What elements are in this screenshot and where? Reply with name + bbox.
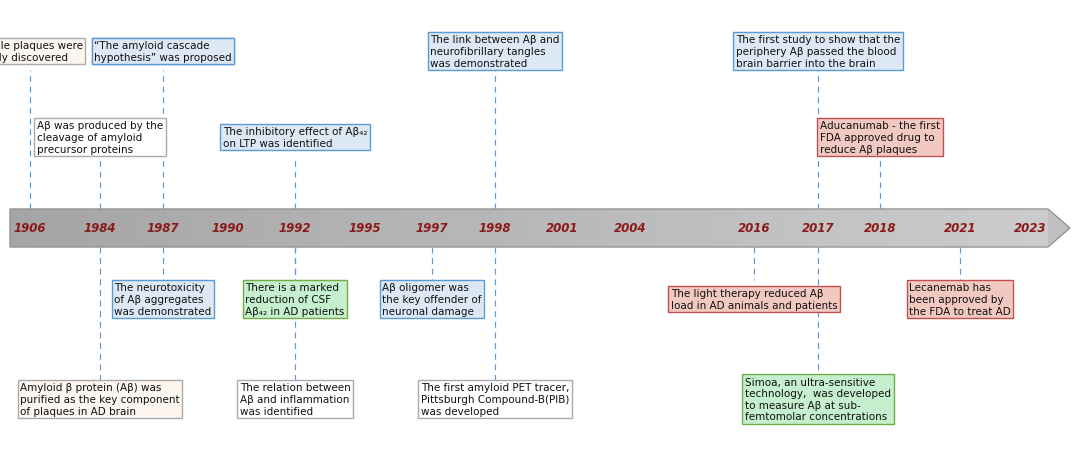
Text: Simoa, an ultra-sensitive
technology,  was developed
to measure Aβ at sub-
femto: Simoa, an ultra-sensitive technology, wa… <box>745 377 891 421</box>
Text: There is a marked
reduction of CSF
Aβ₄₂ in AD patients: There is a marked reduction of CSF Aβ₄₂ … <box>245 283 345 316</box>
Polygon shape <box>944 210 970 247</box>
Text: 2016: 2016 <box>738 222 770 235</box>
Polygon shape <box>217 210 244 247</box>
Polygon shape <box>10 210 36 247</box>
Text: The relation between
Aβ and inflammation
was identified: The relation between Aβ and inflammation… <box>240 382 350 416</box>
Polygon shape <box>685 210 711 247</box>
Polygon shape <box>762 210 788 247</box>
Text: 1990: 1990 <box>212 222 244 235</box>
Polygon shape <box>62 210 87 247</box>
Text: 2018: 2018 <box>864 222 896 235</box>
Polygon shape <box>970 210 996 247</box>
Polygon shape <box>503 210 529 247</box>
Polygon shape <box>814 210 840 247</box>
Text: 2004: 2004 <box>613 222 646 235</box>
Text: 1992: 1992 <box>279 222 311 235</box>
Polygon shape <box>36 210 62 247</box>
Polygon shape <box>918 210 944 247</box>
Text: “The amyloid cascade
hypothesis” was proposed: “The amyloid cascade hypothesis” was pro… <box>94 41 232 63</box>
Text: 1995: 1995 <box>349 222 381 235</box>
Text: The first amyloid PET tracer,
Pittsburgh Compound-B(PIB)
was developed: The first amyloid PET tracer, Pittsburgh… <box>421 382 569 416</box>
Polygon shape <box>711 210 737 247</box>
Polygon shape <box>633 210 659 247</box>
Polygon shape <box>996 210 1022 247</box>
Polygon shape <box>529 210 555 247</box>
Text: Aβ oligomer was
the key offender of
neuronal damage: Aβ oligomer was the key offender of neur… <box>382 283 482 316</box>
Text: Lecanemab has
been approved by
the FDA to treat AD: Lecanemab has been approved by the FDA t… <box>909 283 1011 316</box>
Text: 2017: 2017 <box>801 222 834 235</box>
Polygon shape <box>322 210 348 247</box>
Polygon shape <box>1022 210 1048 247</box>
Text: 2021: 2021 <box>944 222 976 235</box>
Polygon shape <box>477 210 503 247</box>
Polygon shape <box>581 210 607 247</box>
Text: The neurotoxicity
of Aβ aggregates
was demonstrated: The neurotoxicity of Aβ aggregates was d… <box>114 283 212 316</box>
Polygon shape <box>555 210 581 247</box>
Text: The first study to show that the
periphery Aβ passed the blood
brain barrier int: The first study to show that the periphe… <box>735 35 901 69</box>
Polygon shape <box>426 210 451 247</box>
Polygon shape <box>87 210 113 247</box>
Polygon shape <box>165 210 191 247</box>
Polygon shape <box>244 210 270 247</box>
Polygon shape <box>191 210 217 247</box>
Polygon shape <box>737 210 762 247</box>
Text: Amyloid β protein (Aβ) was
purified as the key component
of plaques in AD brain: Amyloid β protein (Aβ) was purified as t… <box>21 382 179 416</box>
Polygon shape <box>113 210 139 247</box>
Text: 2023: 2023 <box>1014 222 1047 235</box>
Polygon shape <box>607 210 633 247</box>
Text: Senile plaques were
firstly discovered: Senile plaques were firstly discovered <box>0 41 82 63</box>
Polygon shape <box>10 210 1070 247</box>
Text: 1984: 1984 <box>84 222 117 235</box>
Polygon shape <box>788 210 814 247</box>
Polygon shape <box>840 210 866 247</box>
Polygon shape <box>451 210 477 247</box>
Polygon shape <box>374 210 400 247</box>
Polygon shape <box>270 210 296 247</box>
Text: 1987: 1987 <box>147 222 179 235</box>
Text: “The amyloid cascade
hypothesis” was proposed: “The amyloid cascade hypothesis” was pro… <box>94 41 232 63</box>
Text: 1998: 1998 <box>478 222 511 235</box>
Text: The inhibitory effect of Aβ₄₂
on LTP was identified: The inhibitory effect of Aβ₄₂ on LTP was… <box>222 127 367 149</box>
Polygon shape <box>866 210 892 247</box>
Text: Aducanumab - the first
FDA approved drug to
reduce Aβ plaques: Aducanumab - the first FDA approved drug… <box>820 121 940 154</box>
Polygon shape <box>139 210 165 247</box>
Polygon shape <box>659 210 685 247</box>
Text: The link between Aβ and
neurofibrillary tangles
was demonstrated: The link between Aβ and neurofibrillary … <box>430 35 559 69</box>
Text: 1997: 1997 <box>416 222 448 235</box>
Polygon shape <box>296 210 322 247</box>
Text: The light therapy reduced Aβ
load in AD animals and patients: The light therapy reduced Aβ load in AD … <box>671 288 837 310</box>
Polygon shape <box>348 210 374 247</box>
Text: 1906: 1906 <box>14 222 46 235</box>
Text: Aβ was produced by the
cleavage of amyloid
precursor proteins: Aβ was produced by the cleavage of amylo… <box>37 121 163 154</box>
Polygon shape <box>892 210 918 247</box>
Polygon shape <box>400 210 426 247</box>
Text: 2001: 2001 <box>545 222 578 235</box>
